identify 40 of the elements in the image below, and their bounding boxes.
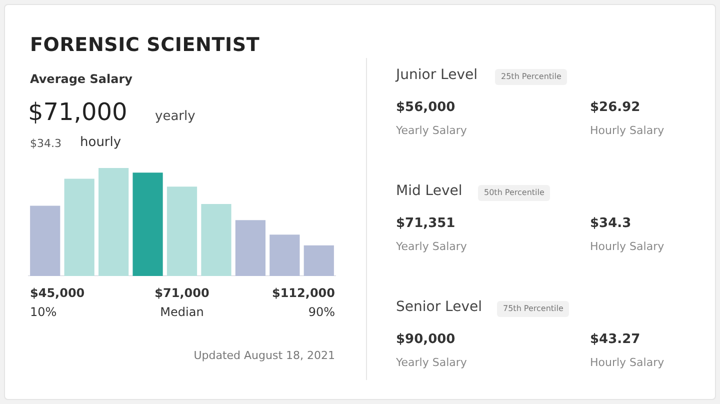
text: $71,000 [28,98,128,126]
chart-title: FORENSIC SCIENTIST [30,34,260,56]
bar [270,234,300,276]
text: 75th Percentile [497,301,570,317]
text: $56,000 [396,100,456,115]
text: Updated August 18, 2021 [194,349,335,362]
bar [304,245,334,276]
text: Mid Level [396,183,462,199]
bar [30,206,60,276]
text: 90% [308,305,335,319]
text: Yearly Salary [396,124,467,137]
text: $71,000 [154,286,210,300]
text: Yearly Salary [396,356,467,369]
text: Junior Level [396,67,478,83]
text: $71,351 [396,216,456,231]
text: $34.3 [590,216,632,231]
text: $45,000 [30,286,85,300]
text: 25th Percentile [495,69,568,85]
text: 10% [30,305,57,319]
bar [98,168,129,276]
text: $43.27 [590,332,640,347]
text: Average Salary [30,72,132,86]
text: Hourly Salary [590,124,664,137]
text: hourly [80,135,122,150]
text: $90,000 [396,332,456,347]
text: 50th Percentile [478,185,550,201]
text: Median [160,305,204,319]
text: Hourly Salary [590,240,664,253]
text: Senior Level [396,299,482,315]
bar [64,178,94,276]
text: $26.92 [590,100,640,115]
text: $112,000 [272,286,335,300]
bar [201,204,232,276]
bar [166,186,198,276]
bar [235,220,266,276]
bar [132,172,163,276]
text: $34.3 [30,137,62,150]
text: Yearly Salary [396,240,467,253]
text: Hourly Salary [590,356,664,369]
text: yearly [155,109,196,124]
